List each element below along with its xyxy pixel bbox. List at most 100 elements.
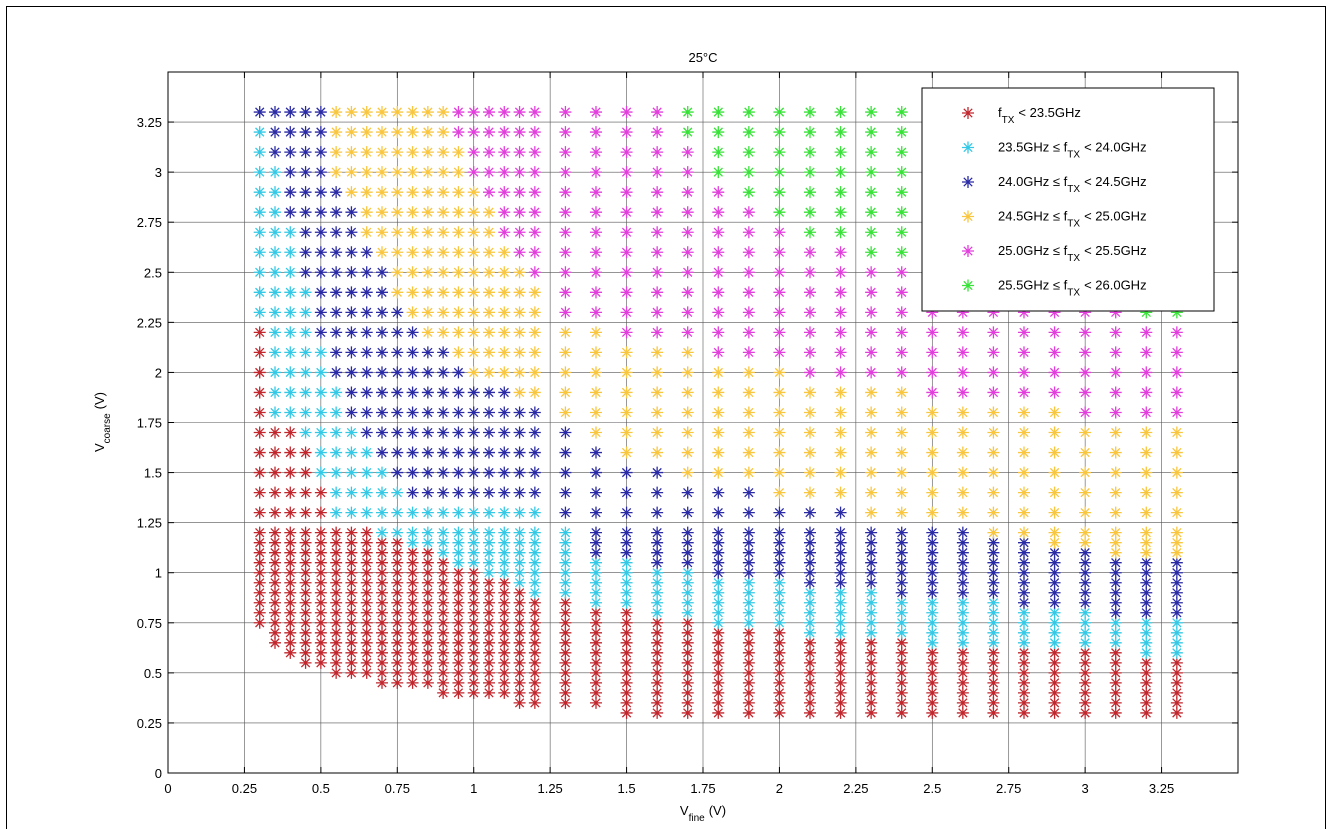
point — [437, 586, 450, 599]
point — [834, 596, 847, 609]
point — [681, 706, 694, 719]
point — [681, 146, 694, 159]
point — [253, 346, 266, 359]
point — [528, 446, 541, 459]
point — [681, 266, 694, 279]
point — [284, 426, 297, 439]
point — [1048, 386, 1061, 399]
point — [773, 526, 786, 539]
point — [1018, 636, 1030, 649]
point — [1109, 506, 1122, 519]
point — [421, 206, 434, 219]
point — [513, 666, 526, 679]
point — [376, 486, 388, 499]
point — [376, 146, 388, 159]
point — [681, 546, 694, 559]
point — [1018, 426, 1030, 439]
point — [391, 586, 404, 599]
point — [528, 266, 541, 279]
point — [421, 656, 434, 669]
point — [834, 306, 847, 319]
point — [620, 666, 633, 679]
point — [314, 576, 327, 589]
point — [559, 526, 572, 539]
point — [406, 606, 419, 619]
point — [253, 566, 266, 579]
point — [528, 326, 541, 339]
point — [590, 346, 602, 359]
point — [773, 146, 786, 159]
point — [590, 426, 602, 439]
point — [284, 386, 297, 399]
point — [804, 146, 816, 159]
point — [513, 546, 526, 559]
point — [513, 366, 526, 379]
point — [391, 366, 404, 379]
point — [483, 166, 495, 179]
point — [314, 166, 327, 179]
point — [314, 446, 327, 459]
point — [269, 636, 281, 649]
point — [620, 576, 633, 589]
point — [299, 626, 312, 639]
point — [742, 266, 755, 279]
point — [681, 606, 694, 619]
point — [590, 246, 602, 259]
point — [467, 566, 480, 579]
legend-label-sub: TX — [1067, 218, 1080, 229]
point — [1048, 576, 1061, 589]
point — [376, 426, 388, 439]
point — [360, 616, 373, 629]
point — [406, 106, 419, 119]
point — [620, 326, 633, 339]
point — [590, 166, 602, 179]
legend-label-main: 24.5GHz ≤ f — [998, 209, 1068, 224]
point — [330, 616, 343, 629]
point — [1048, 696, 1061, 709]
point — [590, 186, 602, 199]
point — [1048, 656, 1061, 669]
x-tick-label: 3 — [1082, 781, 1089, 796]
point — [651, 486, 664, 499]
point — [1079, 666, 1092, 679]
point — [314, 346, 327, 359]
point — [712, 386, 725, 399]
point — [620, 166, 633, 179]
point — [1048, 466, 1061, 479]
point — [895, 366, 908, 379]
point — [467, 126, 480, 139]
point — [253, 266, 266, 279]
point — [651, 226, 664, 239]
point — [1018, 666, 1030, 679]
point — [987, 616, 1000, 629]
point — [498, 246, 511, 259]
point — [773, 646, 786, 659]
point — [253, 326, 266, 339]
y-tick-label: 1.5 — [144, 466, 162, 481]
point — [956, 636, 969, 649]
point — [926, 386, 939, 399]
point — [498, 266, 511, 279]
point — [620, 286, 633, 299]
point — [620, 696, 633, 709]
point — [926, 656, 939, 669]
point — [452, 486, 465, 499]
point — [1109, 386, 1122, 399]
point — [834, 446, 847, 459]
point — [360, 506, 373, 519]
point — [513, 206, 526, 219]
point — [1048, 306, 1061, 319]
point — [651, 566, 664, 579]
point — [376, 126, 388, 139]
point — [1109, 636, 1122, 649]
point — [559, 226, 572, 239]
point — [330, 576, 343, 589]
point — [1170, 586, 1183, 599]
point — [712, 206, 725, 219]
point — [681, 166, 694, 179]
point — [437, 566, 450, 579]
point — [483, 266, 495, 279]
point — [804, 306, 816, 319]
point — [834, 656, 847, 669]
point — [406, 556, 419, 569]
